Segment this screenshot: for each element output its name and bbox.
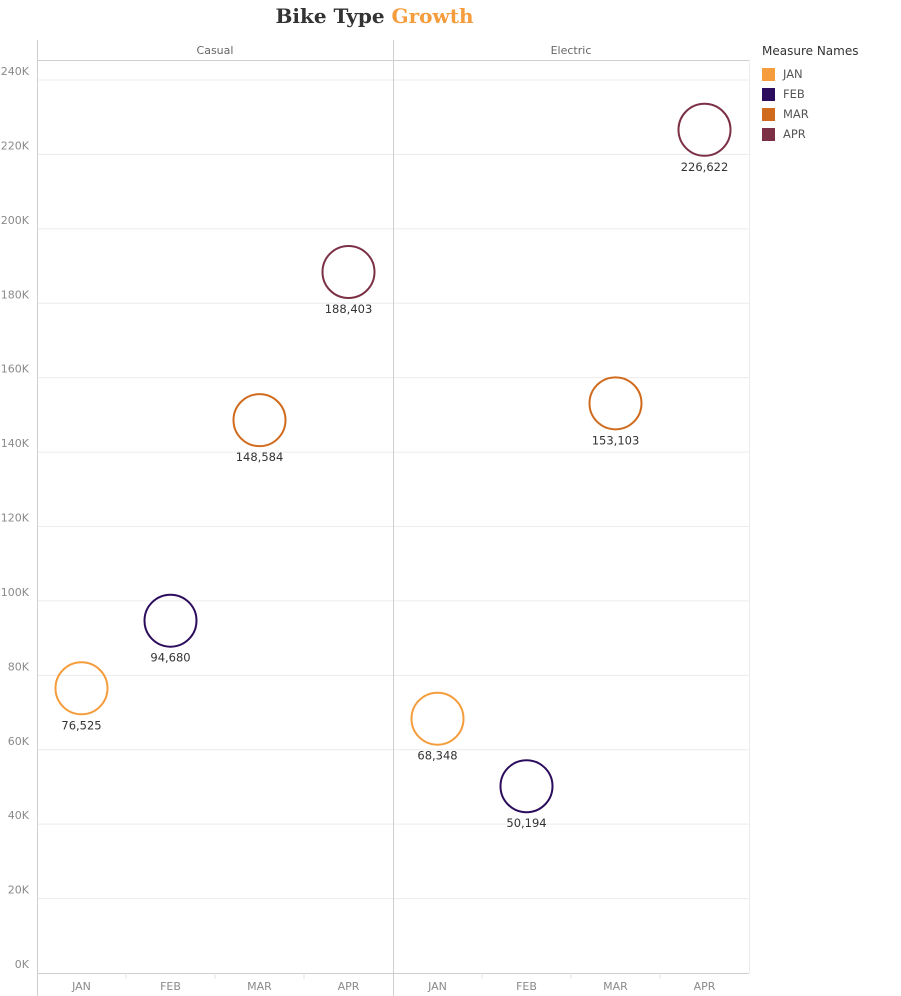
x-tick-label: MAR xyxy=(247,980,272,993)
data-point-feb-casual xyxy=(143,593,198,648)
legend: Measure Names JAN FEB MAR APR xyxy=(762,44,858,144)
y-tick-label: 240K xyxy=(1,65,30,78)
y-tick-label: 120K xyxy=(1,512,30,525)
data-label-feb-casual: 94,680 xyxy=(150,651,190,665)
y-tick-label: 160K xyxy=(1,363,30,376)
legend-item-feb[interactable]: FEB xyxy=(762,84,858,104)
data-point-jan-electric xyxy=(410,691,465,746)
data-point-mar-casual xyxy=(232,393,287,448)
data-point-apr-casual xyxy=(321,244,376,299)
x-tick-label: FEB xyxy=(160,980,181,993)
y-tick-label: 0K xyxy=(15,958,30,971)
x-tick-label: APR xyxy=(694,980,716,993)
data-point-feb-electric xyxy=(499,759,554,814)
data-label-apr-casual: 188,403 xyxy=(325,302,373,316)
legend-swatch-mar xyxy=(762,107,775,121)
legend-item-apr[interactable]: APR xyxy=(762,124,858,144)
x-tick-label: JAN xyxy=(427,980,447,993)
x-tick-label: APR xyxy=(338,980,360,993)
legend-swatch-apr xyxy=(762,127,775,141)
y-tick-label: 200K xyxy=(1,214,30,227)
title-accent: Growth xyxy=(391,4,474,28)
data-label-feb-electric: 50,194 xyxy=(506,816,546,830)
panel-label-electric: Electric xyxy=(551,44,592,57)
y-tick-label: 220K xyxy=(1,139,30,152)
y-tick-label: 140K xyxy=(1,437,30,450)
legend-label-apr: APR xyxy=(783,127,806,141)
y-tick-label: 20K xyxy=(8,884,30,897)
x-tick-label: JAN xyxy=(71,980,91,993)
legend-label-jan: JAN xyxy=(783,67,803,81)
data-label-jan-casual: 76,525 xyxy=(61,718,101,732)
y-tick-label: 180K xyxy=(1,288,30,301)
chart-title: Bike Type Growth xyxy=(0,4,749,28)
data-point-mar-electric xyxy=(588,376,643,431)
y-tick-label: 40K xyxy=(8,809,30,822)
x-tick-label: FEB xyxy=(516,980,537,993)
data-label-apr-electric: 226,622 xyxy=(681,160,729,174)
legend-item-jan[interactable]: JAN xyxy=(762,64,858,84)
title-main: Bike Type xyxy=(275,4,392,28)
x-tick-label: MAR xyxy=(603,980,628,993)
legend-swatch-jan xyxy=(762,67,775,81)
data-point-jan-casual xyxy=(54,661,109,716)
legend-swatch-feb xyxy=(762,87,775,101)
panel-label-casual: Casual xyxy=(197,44,234,57)
data-label-mar-electric: 153,103 xyxy=(592,433,640,447)
legend-item-mar[interactable]: MAR xyxy=(762,104,858,124)
data-label-mar-casual: 148,584 xyxy=(236,450,284,464)
data-point-apr-electric xyxy=(677,102,732,157)
legend-label-mar: MAR xyxy=(783,107,809,121)
y-tick-label: 80K xyxy=(8,660,30,673)
legend-label-feb: FEB xyxy=(783,87,805,101)
y-tick-label: 100K xyxy=(1,586,30,599)
data-label-jan-electric: 68,348 xyxy=(417,749,457,763)
y-tick-label: 60K xyxy=(8,735,30,748)
legend-title: Measure Names xyxy=(762,44,859,58)
